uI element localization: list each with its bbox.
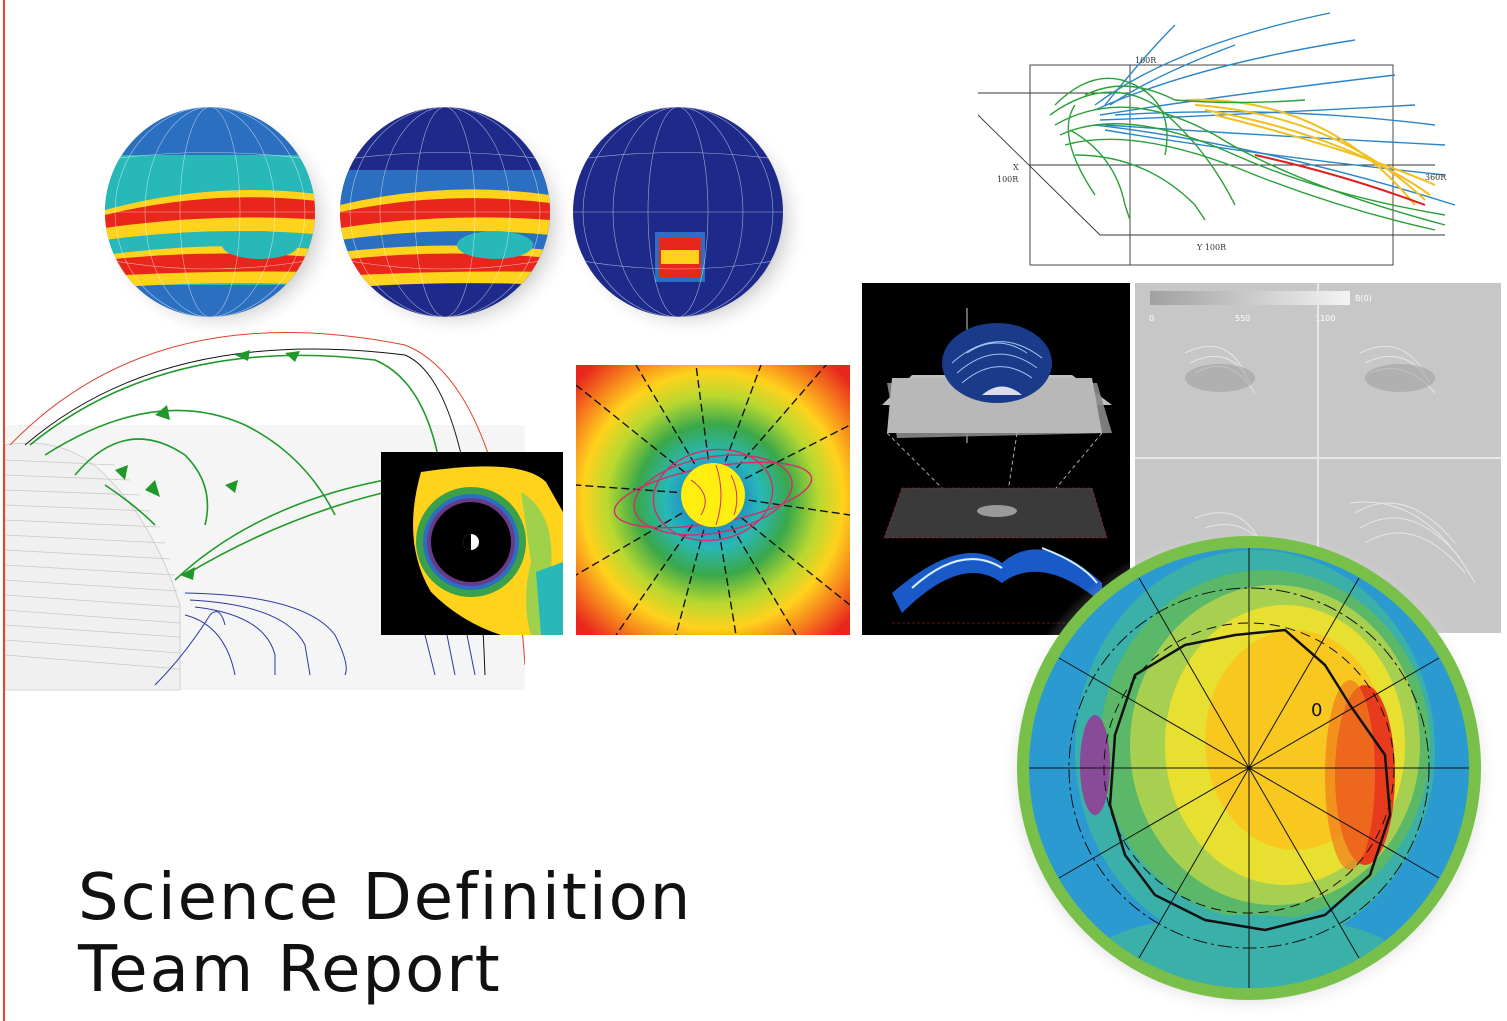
flux-rope-3d-model — [862, 283, 1130, 635]
y-axis-label: Y 100R — [1196, 243, 1227, 252]
coronal-streamer-model — [576, 365, 850, 635]
title-line-1: Science Definition — [78, 861, 693, 935]
solar-spheres-figure — [98, 104, 810, 340]
report-title: Science Definition Team Report — [78, 862, 692, 1006]
z-axis-label: 100R — [1135, 56, 1157, 65]
accent-rule — [3, 0, 5, 1021]
heliospheric-field-lines: 100R X 100R Y 100R 360R — [977, 12, 1456, 266]
colorbar — [1150, 291, 1350, 305]
coronagraph-image — [381, 452, 563, 635]
title-line-2: Team Report — [78, 933, 502, 1007]
sphere-2 — [340, 107, 550, 317]
contour-label: 0 — [1311, 700, 1322, 721]
colorbar-tick: 0 — [1149, 314, 1154, 323]
colorbar-tick: 550 — [1235, 314, 1250, 323]
colorbar-tick: 1100 — [1315, 314, 1335, 323]
sphere-3 — [573, 107, 783, 317]
polar-contour-map: 0 — [999, 535, 1499, 1015]
sphere-1 — [105, 107, 315, 317]
x-axis-label: X — [1013, 163, 1019, 172]
right-distance-label: 360R — [1425, 173, 1447, 182]
colorbar-label: B(0) — [1355, 294, 1372, 303]
x-distance-label: 100R — [997, 175, 1019, 184]
